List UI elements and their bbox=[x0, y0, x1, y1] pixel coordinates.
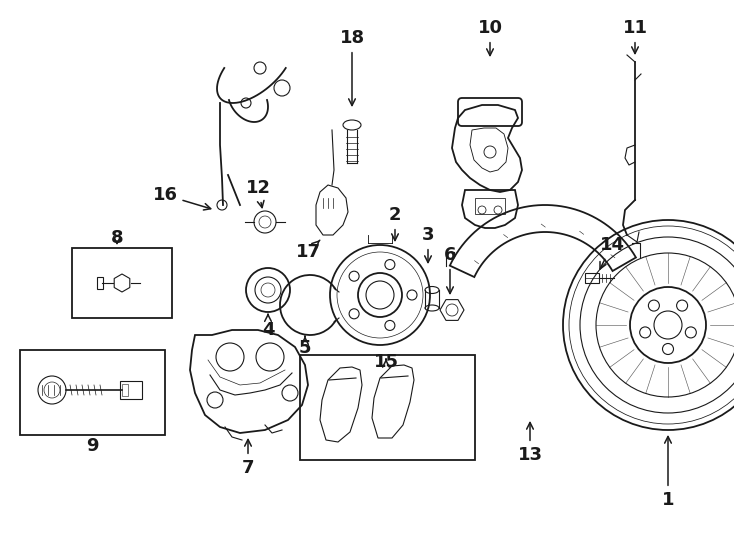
Text: 15: 15 bbox=[374, 353, 399, 371]
Text: 5: 5 bbox=[299, 336, 311, 357]
Text: 10: 10 bbox=[478, 19, 503, 56]
Text: 1: 1 bbox=[662, 436, 675, 509]
Text: 4: 4 bbox=[262, 315, 275, 339]
Bar bbox=[20, 350, 165, 435]
Text: 18: 18 bbox=[339, 29, 365, 105]
Bar bbox=[122, 384, 128, 396]
Text: 9: 9 bbox=[86, 437, 98, 455]
Bar bbox=[300, 355, 475, 460]
Bar bbox=[120, 381, 142, 399]
Bar bbox=[585, 273, 599, 283]
Text: 17: 17 bbox=[296, 240, 321, 261]
Text: 3: 3 bbox=[422, 226, 435, 262]
Text: 8: 8 bbox=[111, 229, 123, 247]
Text: 2: 2 bbox=[389, 206, 401, 240]
Bar bbox=[475, 198, 505, 214]
Bar bbox=[97, 277, 103, 289]
Text: 13: 13 bbox=[517, 422, 542, 464]
Bar bbox=[72, 248, 172, 318]
Text: 11: 11 bbox=[622, 19, 647, 53]
Text: 12: 12 bbox=[245, 179, 271, 207]
Text: 14: 14 bbox=[600, 236, 625, 269]
Text: 16: 16 bbox=[153, 186, 211, 210]
Text: 6: 6 bbox=[444, 246, 457, 294]
Text: 7: 7 bbox=[241, 440, 254, 477]
